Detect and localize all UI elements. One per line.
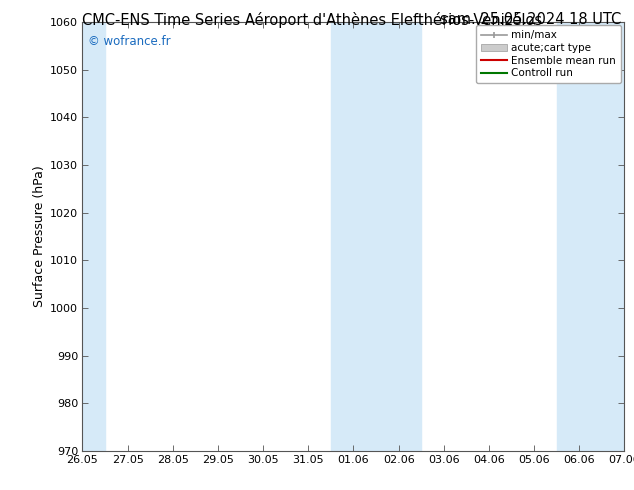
Bar — [331, 22, 421, 451]
Text: sam. 25.05.2024 18 UTC: sam. 25.05.2024 18 UTC — [440, 12, 621, 27]
Bar — [557, 22, 634, 451]
Bar — [60, 22, 105, 451]
Legend: min/max, acute;cart type, Ensemble mean run, Controll run: min/max, acute;cart type, Ensemble mean … — [476, 25, 621, 83]
Y-axis label: Surface Pressure (hPa): Surface Pressure (hPa) — [33, 166, 46, 307]
Text: CMC-ENS Time Series Aéroport d'Athènes Elefthérios-Venizélos: CMC-ENS Time Series Aéroport d'Athènes E… — [82, 12, 543, 28]
Text: © wofrance.fr: © wofrance.fr — [88, 35, 171, 48]
